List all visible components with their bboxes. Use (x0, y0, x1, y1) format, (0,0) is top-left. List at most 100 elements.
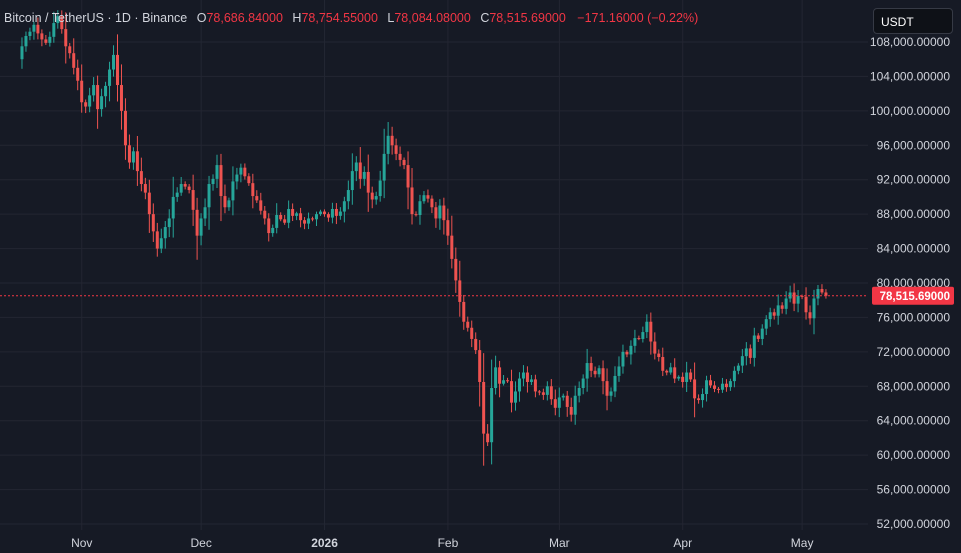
y-tick-label: 96,000.00000 (877, 138, 951, 152)
candle-body (430, 198, 434, 208)
quote-unit-button[interactable]: USDT (873, 8, 953, 34)
candle-body (108, 69, 112, 86)
close-label: C (480, 11, 490, 25)
y-tick-label: 76,000.00000 (877, 310, 951, 324)
candle-body (565, 395, 569, 407)
candle-body (247, 176, 251, 184)
last-price-label: 78,515.69000 (872, 286, 954, 305)
candle-body (812, 298, 816, 319)
candle-body (736, 365, 740, 371)
last-price-label-background (872, 286, 954, 305)
candle-body (422, 195, 426, 202)
candle-body (104, 85, 108, 97)
candle-body (219, 165, 223, 197)
candle-body (334, 208, 338, 216)
candle-body (378, 180, 382, 197)
candle-body (315, 214, 318, 220)
candle-body (569, 406, 573, 415)
candle-body (510, 381, 514, 403)
candle-body (529, 379, 533, 382)
candle-body (279, 215, 283, 220)
price-axis[interactable]: 108,000.00000 104,000.00000 100,000.00000 9… (870, 35, 950, 531)
candle-body (338, 211, 342, 216)
y-tick-label: 108,000.00000 (870, 35, 950, 49)
candle-body (123, 110, 127, 146)
candle-body (645, 321, 649, 333)
candle-body (804, 296, 808, 313)
candle-body (788, 292, 792, 299)
x-tick-label: Mar (549, 536, 570, 550)
candle-body (533, 379, 537, 392)
symbol-name[interactable]: Bitcoin / TetherUS (4, 11, 104, 25)
candle-body (44, 39, 48, 43)
candle-body (705, 380, 709, 395)
candle-body (800, 295, 804, 297)
candle-body (657, 353, 661, 358)
high-label: H (292, 11, 302, 25)
candle-body (251, 183, 255, 197)
candle-body (561, 395, 565, 398)
candle-body (784, 298, 788, 309)
candle-body (450, 235, 454, 259)
candle-body (752, 335, 756, 358)
open-value: 78,686.84000 (206, 11, 283, 25)
candle-body (362, 171, 366, 179)
candle-body (728, 381, 732, 388)
legend-separator-exchange: · (134, 11, 143, 25)
close-value: 78,515.69000 (489, 11, 566, 25)
candle-body (88, 95, 92, 107)
candle-body (119, 85, 123, 111)
candle-body (24, 35, 28, 47)
candle-body (231, 181, 235, 201)
candle-body (545, 386, 549, 395)
candle-body (601, 368, 605, 382)
candle-body (685, 372, 689, 382)
candle-body (458, 280, 462, 302)
candle-body (76, 67, 80, 81)
candle-body (374, 196, 378, 200)
candle-body (366, 171, 370, 193)
x-tick-label: 2026 (311, 536, 338, 550)
interval-label[interactable]: 1D (114, 11, 131, 25)
legend-separator-interval: · (107, 11, 115, 25)
candle-body (223, 196, 227, 208)
candle-body (478, 350, 482, 382)
candle-body (772, 312, 776, 316)
candle-body (163, 227, 167, 239)
candle-body (776, 305, 780, 316)
candle-body (673, 367, 677, 379)
candle-body (498, 367, 502, 384)
candle-body (525, 372, 529, 382)
candle-body (697, 398, 701, 401)
high-value: 78,754.55000 (301, 11, 378, 25)
candle-body (470, 327, 474, 339)
candle-body (521, 372, 525, 379)
candle-body (28, 31, 32, 36)
candle-body (454, 258, 458, 281)
candle-body (330, 208, 334, 218)
y-tick-label: 92,000.00000 (877, 173, 951, 187)
candle-body (235, 174, 239, 182)
candle-body (740, 356, 744, 366)
candle-body (820, 289, 824, 293)
change-value: −171.16000 (−0.22%) (577, 11, 699, 25)
symbol-legend[interactable]: Bitcoin / TetherUS · 1D · Binance O78,68… (4, 11, 698, 25)
y-tick-label: 56,000.00000 (877, 483, 951, 497)
horizontal-gridlines (0, 41, 868, 525)
candle-body (768, 312, 772, 320)
candle-body (494, 367, 498, 389)
vertical-gridlines (81, 0, 803, 530)
candle-body (394, 145, 398, 154)
time-axis[interactable]: Nov Dec 2026 Feb Mar Apr May (71, 536, 813, 550)
candle-body (410, 187, 414, 215)
candle-body (386, 135, 390, 154)
candle-body (605, 381, 609, 396)
candle-body (36, 24, 40, 34)
candle-body (64, 29, 68, 47)
candle-body (613, 375, 617, 392)
candle-body (275, 215, 279, 228)
candle-body (243, 167, 247, 177)
candle-body (211, 178, 215, 185)
candle-body (637, 338, 641, 340)
